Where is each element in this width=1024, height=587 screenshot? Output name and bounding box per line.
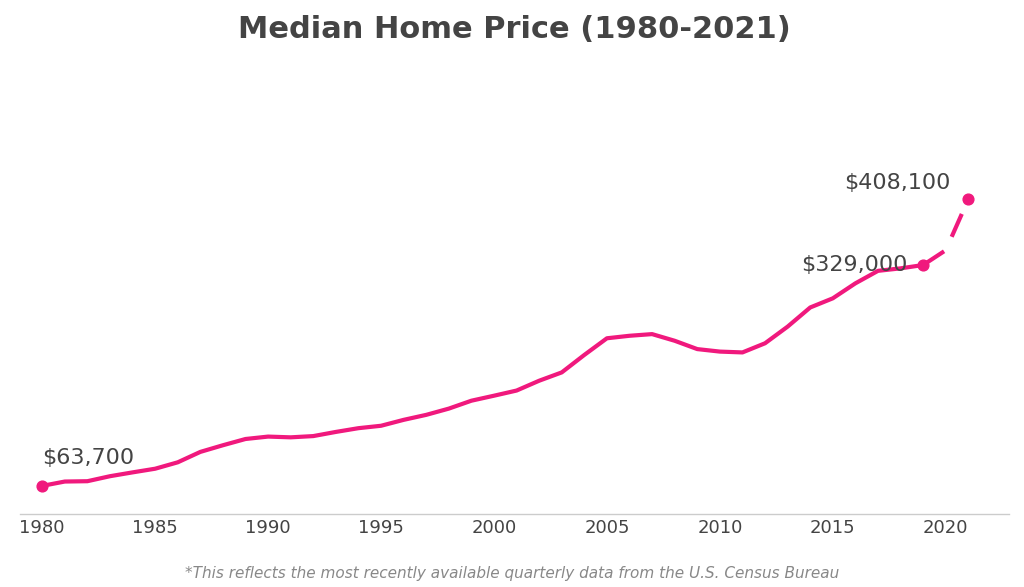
Point (34, 481, 50, 491)
Point (961, 194, 977, 204)
Text: $329,000: $329,000 (801, 255, 907, 275)
Text: $408,100: $408,100 (844, 173, 950, 194)
Point (915, 260, 932, 269)
Text: *This reflects the most recently available quarterly data from the U.S. Census B: *This reflects the most recently availab… (185, 566, 839, 581)
Text: $63,700: $63,700 (42, 448, 134, 468)
Title: Median Home Price (1980-2021): Median Home Price (1980-2021) (238, 15, 791, 44)
